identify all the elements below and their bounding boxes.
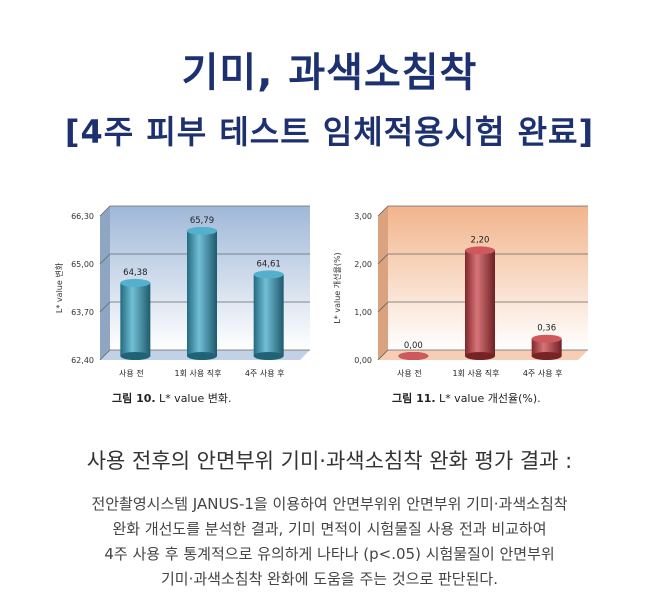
x-tick-label: 사용 전 — [397, 368, 422, 378]
chart1-caption: 그림 10. L* value 변화. — [112, 392, 232, 405]
data-label: 0,00 — [404, 341, 423, 351]
gridline-side — [99, 349, 111, 361]
lvalue-improvement-chart: 0,00 1,00 2,00 3,00 L* value 개선율(%) 0,00 사용 전 2… — [332, 205, 588, 378]
bar-top — [398, 352, 429, 360]
bar-base — [465, 352, 495, 360]
data-label: 64,61 — [256, 259, 280, 269]
gridline-side — [377, 349, 389, 361]
data-label: 2,20 — [471, 235, 490, 245]
y-tick-label: 1,00 — [354, 308, 372, 317]
y-axis-label: L* value 개선율(%) — [332, 252, 342, 323]
description-line: 4주 사용 후 통계적으로 유의하게 나타나 (p<.05) 시험물질이 안면부… — [104, 545, 555, 563]
bar-top — [187, 226, 217, 235]
page-subtitle: [4주 피부 테스트 임체적용시험 완료] — [64, 113, 595, 151]
bar-body — [531, 338, 562, 356]
description-line: 완화 개선도를 분석한 결과, 기미 면적이 시험물질 사용 전과 비교하여 — [112, 520, 547, 538]
x-tick-label: 1회 사용 직후 — [175, 368, 222, 378]
chart-side-wall — [100, 206, 110, 360]
x-tick-label: 사용 전 — [119, 368, 144, 378]
lvalue-change-chart: 62,40 63,70 65,00 66,30 L* value 변화 64,38 사용 전… — [54, 205, 310, 378]
gridline-side — [99, 301, 111, 313]
data-label: 64,38 — [123, 268, 147, 278]
bar-top — [465, 246, 495, 255]
x-tick-label: 1회 사용 직후 — [453, 368, 500, 378]
bar-top — [531, 334, 562, 343]
bar-body — [465, 250, 495, 356]
chart-side-wall — [378, 206, 388, 360]
bar-base — [253, 352, 284, 360]
bar-base — [120, 352, 151, 360]
x-tick-label: 4주 사용 후 — [245, 369, 285, 378]
gridline-side — [377, 301, 389, 313]
y-tick-label: 0,00 — [354, 356, 372, 365]
bar — [120, 278, 151, 360]
y-tick-label: 63,70 — [71, 308, 94, 317]
x-tick-label: 4주 사용 후 — [523, 369, 563, 378]
bar-base — [187, 352, 217, 360]
description-line: 전안촬영시스템 JANUS-1을 이용하여 안면부위위 안면부위 기미·과색소침… — [91, 495, 568, 513]
bar-body — [253, 274, 284, 356]
data-label: 65,79 — [190, 216, 214, 226]
bar-base — [531, 352, 562, 360]
bar-top — [253, 270, 284, 279]
y-tick-label: 65,00 — [71, 260, 94, 269]
y-tick-label: 2,00 — [354, 260, 372, 269]
y-tick-label: 3,00 — [354, 212, 372, 221]
data-label: 0,36 — [537, 324, 556, 334]
y-axis-label: L* value 변화 — [54, 262, 64, 313]
y-tick-label: 62,40 — [71, 356, 94, 365]
y-tick-label: 66,30 — [71, 212, 94, 221]
bar — [531, 334, 562, 360]
bar — [253, 270, 284, 360]
gridline-side — [377, 253, 389, 265]
bar — [398, 352, 429, 360]
bar — [465, 246, 495, 360]
bar-body — [187, 230, 217, 356]
results-description: 전안촬영시스템 JANUS-1을 이용하여 안면부위위 안면부위 기미·과색소침… — [0, 492, 659, 592]
bar-body — [120, 282, 151, 356]
bar — [187, 226, 217, 360]
results-heading: 사용 전후의 안면부위 기미·과색소침착 완화 평가 결과 : — [86, 449, 573, 473]
gridline-side — [377, 205, 389, 217]
bar-top — [120, 278, 151, 287]
description-line: 기미·과색소침착 완화에 도움을 주는 것으로 판단된다. — [161, 570, 498, 588]
gridline-side — [99, 253, 111, 265]
chart2-caption: 그림 11. L* value 개선율(%). — [392, 392, 541, 405]
gridline-side — [99, 205, 111, 217]
page-title: 기미, 과색소침착 — [181, 50, 478, 96]
